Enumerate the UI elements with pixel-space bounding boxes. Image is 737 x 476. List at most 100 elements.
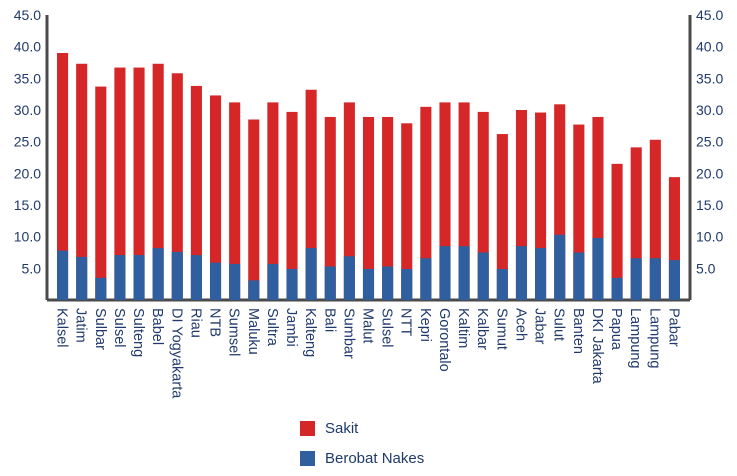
category-label: Bali [321, 308, 337, 332]
bar-sakit [229, 102, 241, 301]
bar-berobat-nakes [57, 250, 69, 300]
bar-berobat-nakes [535, 248, 547, 300]
legend-label-berobat-nakes: Berobat Nakes [325, 449, 425, 467]
bar-berobat-nakes [133, 255, 145, 300]
y-tick-label-right: 45.0 [696, 7, 723, 23]
category-label: NTB [207, 308, 223, 337]
bar-sakit [420, 106, 432, 300]
y-tick-label-left: 40.0 [14, 39, 41, 55]
bar-sakit [573, 124, 585, 300]
category-label: Sultra [264, 308, 280, 347]
bar-berobat-nakes [515, 246, 528, 300]
bar-sakit [401, 123, 413, 300]
bar-sakit [286, 111, 298, 301]
right-y-tick-labels: 5.0 10.0 15.0 20.0 25.0 30.0 35.0 40.0 45.0 [696, 7, 723, 276]
bar-berobat-nakes [171, 251, 183, 300]
legend-swatch-berobat-nakes [300, 450, 315, 466]
bar-berobat-nakes [95, 277, 107, 300]
stacked-bar-chart: 5.0 10.0 15.0 20.0 25.0 30.0 35.0 40.0 45.0 5.0 1… [14, 7, 724, 399]
category-labels: Kalsel Jatim Sulbar Sulsel Sulteng Babel DI Yo… [54, 308, 682, 399]
bar-sakit [515, 110, 528, 300]
category-label: Sumut [493, 308, 509, 350]
y-tick-label-right: 30.0 [696, 102, 723, 118]
y-tick-label-right: 35.0 [696, 70, 723, 86]
category-label: Papua [608, 308, 624, 351]
bar-berobat-nakes [267, 263, 279, 300]
bar-sakit [554, 104, 566, 300]
bar-berobat-nakes [592, 237, 604, 300]
category-label: Sulsel [111, 308, 127, 348]
y-tick-label-left: 25.0 [14, 134, 41, 150]
bar-berobat-nakes [305, 248, 317, 300]
category-label: Kalsel [54, 308, 70, 348]
bar-sakit [57, 53, 69, 300]
bar-sakit [439, 102, 451, 301]
category-label: Sulbar [92, 308, 108, 350]
left-y-tick-labels: 5.0 10.0 15.0 20.0 25.0 30.0 35.0 40.0 45.0 [14, 7, 41, 276]
category-label: Kalbar [474, 308, 490, 350]
y-tick-label-right: 10.0 [696, 229, 723, 245]
bar-berobat-nakes [649, 258, 661, 300]
category-label: Sulteng [130, 308, 146, 357]
bar-sakit [496, 134, 508, 300]
bar-berobat-nakes [554, 234, 566, 300]
y-tick-label-left: 15.0 [14, 197, 41, 213]
bar-sakit [190, 85, 202, 300]
bar-sakit [133, 67, 145, 300]
bar-sakit [630, 147, 642, 300]
legend-item-berobat-nakes: Berobat Nakes [300, 446, 424, 470]
bar-sakit [458, 102, 470, 301]
bar-berobat-nakes [496, 268, 508, 300]
bar-berobat-nakes [324, 266, 336, 300]
category-label: Kepri [417, 308, 433, 342]
bar-sakit [267, 102, 279, 301]
category-label: Jabar [532, 308, 548, 344]
bar-sakit [76, 63, 88, 301]
category-label: Gorontalo [436, 308, 452, 372]
bar-sakit [382, 116, 394, 300]
bar-sakit [668, 177, 680, 300]
bar-sakit [95, 86, 107, 300]
bar-berobat-nakes [343, 256, 355, 300]
category-label: Aceh [512, 308, 528, 341]
bar-berobat-nakes [114, 255, 126, 300]
bar-berobat-nakes [401, 268, 413, 300]
legend-item-sakit: Sakit [300, 416, 424, 440]
bar-berobat-nakes [209, 262, 222, 300]
y-tick-label-right: 15.0 [696, 197, 723, 213]
bar-sakit [152, 63, 164, 301]
legend-label-sakit: Sakit [325, 419, 359, 437]
bar-berobat-nakes [477, 252, 489, 300]
bar-sakit [305, 89, 317, 300]
bar-berobat-nakes [286, 268, 298, 300]
bar-sakit [535, 112, 547, 301]
bar-berobat-nakes [76, 256, 88, 300]
bar-sakit [324, 116, 336, 300]
y-tick-label-left: 20.0 [14, 165, 41, 181]
category-label: NTT [398, 308, 414, 336]
bars-group [57, 53, 680, 301]
category-label: Kalteng [302, 308, 318, 357]
bar-sakit [649, 139, 661, 300]
y-tick-label-left: 45.0 [14, 7, 41, 23]
bar-berobat-nakes [420, 258, 432, 300]
y-tick-label-right: 40.0 [696, 39, 723, 55]
bar-berobat-nakes [152, 248, 164, 300]
category-label: Sulut [551, 308, 567, 341]
bar-berobat-nakes [439, 246, 451, 300]
bar-berobat-nakes [668, 260, 680, 300]
y-tick-label-right: 25.0 [696, 134, 723, 150]
bar-sakit [477, 111, 489, 301]
bar-sakit [592, 116, 604, 300]
category-label: Sumbar [340, 308, 356, 359]
category-label: Lampung [646, 308, 662, 368]
bar-sakit [248, 119, 260, 300]
category-label: DI Yogyakarta [168, 308, 184, 399]
bar-berobat-nakes [229, 263, 241, 300]
bar-berobat-nakes [362, 268, 375, 300]
category-label: Kaltim [455, 308, 471, 348]
bar-berobat-nakes [611, 277, 623, 300]
category-label: Banten [570, 308, 586, 354]
y-tick-label-left: 10.0 [14, 229, 41, 245]
y-tick-label-left: 30.0 [14, 102, 41, 118]
